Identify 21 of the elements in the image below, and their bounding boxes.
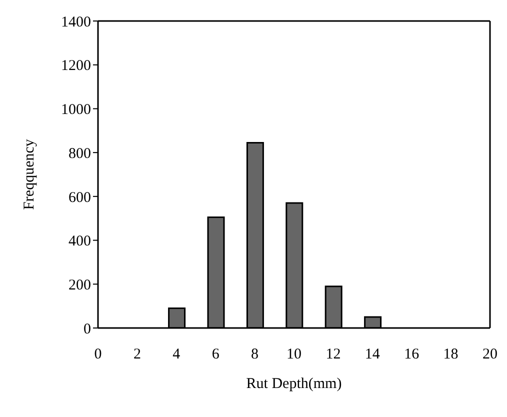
y-tick-label: 0 (84, 321, 91, 338)
y-tick-label: 600 (68, 190, 91, 206)
y-tick-label: 800 (68, 146, 91, 162)
x-tick-label: 2 (133, 346, 141, 363)
x-tick-label: 4 (172, 346, 181, 363)
y-tick-label: 1400 (61, 14, 91, 30)
y-tick-label: 400 (68, 234, 91, 250)
x-tick-label: 18 (443, 346, 458, 363)
x-tick-label: 14 (364, 346, 380, 363)
x-tick-label: 8 (251, 346, 259, 363)
y-axis-title: Freqquency (21, 138, 38, 210)
x-tick-label: 20 (482, 346, 498, 363)
x-axis-title: Rut Depth(mm) (246, 376, 342, 392)
x-tick-label: 0 (94, 346, 102, 363)
x-tick-label: 16 (404, 346, 420, 363)
x-tick-label: 6 (212, 346, 220, 363)
x-tick-label: 12 (326, 346, 341, 363)
y-tick-label: 200 (68, 277, 91, 294)
y-tick-label: 1200 (61, 58, 91, 74)
x-tick-label: 10 (286, 346, 302, 363)
y-tick-label: 1000 (61, 102, 91, 118)
